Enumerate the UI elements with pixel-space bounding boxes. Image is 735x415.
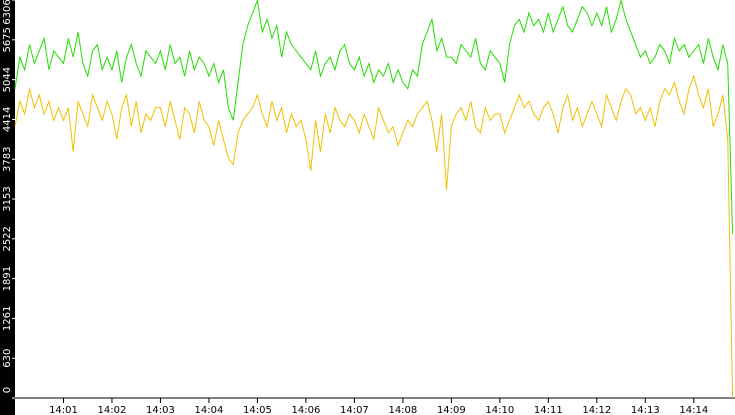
x-tick-label: 14:01	[49, 405, 78, 415]
y-tick-label: 0	[2, 387, 13, 393]
x-tick-label: 14:03	[146, 405, 175, 415]
series-line	[14, 0, 734, 234]
x-tick-label: 14:07	[340, 405, 369, 415]
y-tick-label: 5044	[2, 67, 13, 92]
x-tick-label: 14:06	[291, 405, 320, 415]
y-tick-label: 2522	[2, 226, 13, 251]
x-tick-label: 14:04	[195, 405, 224, 415]
x-tick-label: 14:12	[582, 405, 611, 415]
y-tick-label: 3783	[2, 147, 13, 172]
x-tick-label: 14:10	[485, 405, 514, 415]
x-tick-label: 14:05	[243, 405, 272, 415]
x-tick-label: 14:14	[679, 405, 708, 415]
y-tick-label: 630	[2, 349, 13, 368]
x-tick-label: 14:08	[388, 405, 417, 415]
plot-area	[15, 0, 735, 398]
x-tick-label: 14:11	[534, 405, 563, 415]
y-tick-label: 6306	[2, 0, 13, 25]
y-tick-label: 3153	[2, 186, 13, 211]
y-tick-label: 1261	[2, 306, 13, 331]
y-tick-label: 1891	[2, 266, 13, 291]
x-tick-label: 14:09	[437, 405, 466, 415]
x-tick-label: 14:13	[631, 405, 660, 415]
y-tick-label: 5675	[2, 27, 13, 52]
y-tick-label: 4414	[2, 107, 13, 132]
x-tick-label: 14:02	[98, 405, 127, 415]
series-line	[14, 74, 734, 399]
y-axis-band	[0, 0, 15, 415]
